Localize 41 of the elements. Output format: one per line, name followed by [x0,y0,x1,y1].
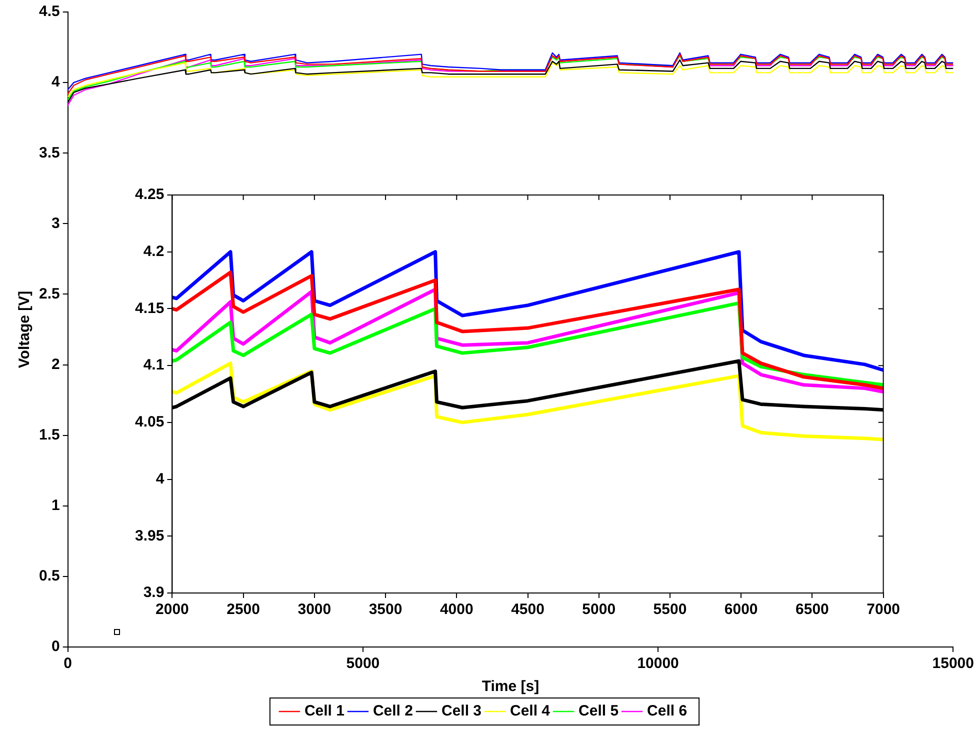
y-axis-title: Voltage [V] [16,290,34,368]
x-tick-label: 2500 [226,601,260,618]
y-tick-label: 3 [52,214,60,232]
y-tick-label: 4.1 [143,356,164,374]
x-tick-label: 2000 [156,601,189,618]
y-tick-label: 1 [52,497,60,514]
y-tick-label: 2.5 [38,285,60,302]
y-tick-label: 4.5 [38,3,60,20]
x-tick-label: 3000 [298,601,332,618]
y-tick-label: 1.5 [38,426,60,444]
y-tick-label: 4.15 [134,300,164,317]
legend-label: Cell 2 [372,702,413,720]
x-tick-label: 3500 [368,601,402,618]
x-tick-label: 7000 [866,601,900,618]
legend-label: Cell 4 [510,702,551,720]
y-tick-label: 3.95 [134,527,164,544]
legend-label: Cell 5 [578,702,619,720]
x-tick-label: 6500 [796,601,829,618]
x-tick-label: 5500 [653,601,687,618]
x-tick-label: 15000 [932,655,974,672]
x-tick-label: 10000 [637,655,679,672]
x-tick-label: 5000 [582,601,616,618]
x-tick-label: 5000 [346,655,380,672]
y-tick-label: 2 [52,356,60,373]
x-tick-label: 4500 [511,601,544,618]
y-tick-label: 0 [52,638,60,656]
x-tick-label: 6000 [724,601,758,618]
legend-label: Cell 1 [304,702,344,720]
y-tick-label: 4.25 [134,186,164,204]
y-tick-label: 3.5 [38,144,60,162]
y-tick-label: 4 [52,74,61,91]
x-tick-label: 0 [64,655,72,672]
x-axis-title: Time [s] [482,678,540,696]
x-tick-label: 4000 [440,601,474,618]
y-tick-label: 4.05 [134,414,164,431]
y-tick-label: 4.2 [143,243,164,260]
y-tick-label: 0.5 [38,568,60,585]
y-tick-label: 3.9 [143,584,164,602]
y-tick-label: 4 [156,470,165,488]
legend-label: Cell 3 [441,702,482,720]
legend-label: Cell 6 [647,702,688,720]
